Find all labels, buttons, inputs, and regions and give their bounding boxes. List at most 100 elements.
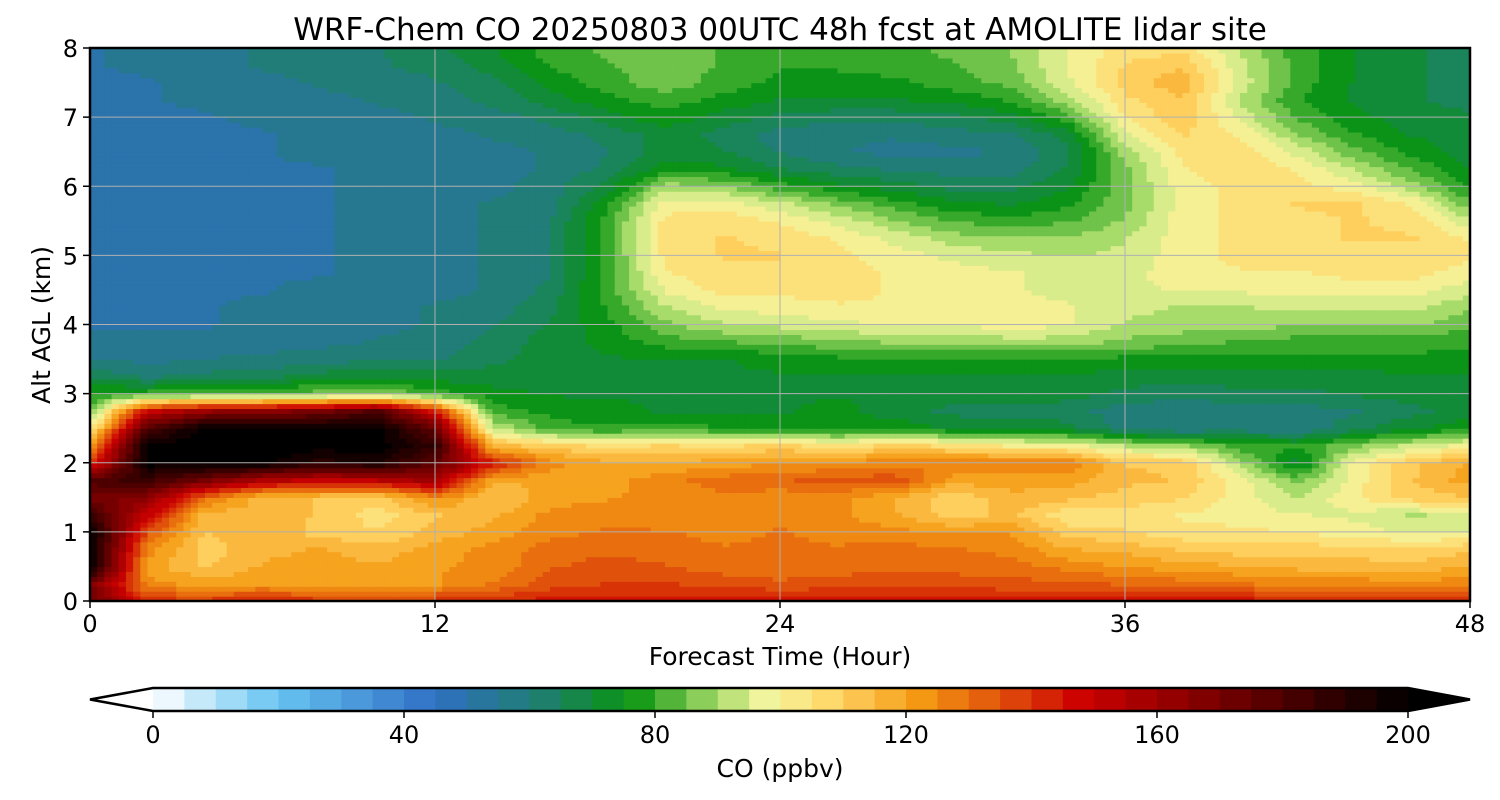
heatmap-cell — [427, 517, 436, 523]
heatmap-cell — [478, 561, 486, 568]
heatmap-cell — [1419, 546, 1428, 553]
heatmap-cell — [542, 526, 551, 533]
heatmap-cell — [988, 556, 997, 563]
heatmap-cell — [1297, 487, 1306, 493]
heatmap-cell — [787, 596, 795, 601]
heatmap-cell — [1297, 576, 1306, 582]
heatmap-cell — [686, 596, 695, 601]
heatmap-cell — [1405, 517, 1414, 523]
heatmap-cell — [478, 507, 486, 513]
heatmap-cell — [1146, 492, 1155, 498]
heatmap-cell — [808, 472, 817, 479]
heatmap-cell — [298, 502, 307, 508]
heatmap-cell — [276, 546, 285, 553]
heatmap-cell — [657, 477, 666, 484]
heatmap-cell — [1074, 531, 1083, 538]
heatmap-cell — [923, 526, 932, 533]
heatmap-cell — [1304, 596, 1313, 601]
heatmap-cell — [1369, 497, 1378, 503]
heatmap-cell — [1132, 522, 1140, 528]
heatmap-cell — [1175, 477, 1184, 484]
heatmap-cell — [1168, 576, 1176, 582]
heatmap-cell — [643, 477, 652, 484]
heatmap-cell — [348, 596, 357, 601]
heatmap-cell — [557, 477, 565, 484]
heatmap-cell — [298, 487, 307, 493]
heatmap-cell — [1268, 541, 1277, 548]
heatmap-cell — [506, 541, 515, 548]
heatmap-cell — [585, 541, 594, 548]
heatmap-cell — [1455, 472, 1464, 479]
heatmap-cell — [1355, 541, 1363, 548]
heatmap-cell — [514, 551, 522, 558]
heatmap-cell — [521, 556, 530, 563]
heatmap-cell — [808, 561, 817, 568]
heatmap-cell — [399, 561, 407, 568]
heatmap-cell — [1240, 571, 1248, 577]
heatmap-cell — [478, 502, 486, 508]
heatmap-cell — [521, 522, 530, 528]
heatmap-cell — [327, 497, 335, 503]
heatmap-cell — [305, 556, 314, 563]
heatmap-cell — [1225, 541, 1234, 548]
heatmap-cell — [1074, 561, 1083, 568]
heatmap-cell — [823, 596, 831, 601]
heatmap-cell — [1362, 526, 1370, 533]
heatmap-cell — [1376, 492, 1385, 498]
heatmap-cell — [729, 536, 738, 543]
heatmap-cell — [161, 517, 170, 523]
heatmap-cell — [291, 502, 300, 508]
heatmap-cell — [564, 482, 573, 489]
heatmap-cell — [341, 596, 350, 601]
heatmap-cell — [1419, 571, 1428, 577]
heatmap-cell — [722, 477, 731, 484]
heatmap-cell — [1067, 526, 1076, 533]
heatmap-cell — [169, 477, 177, 484]
heatmap-cell — [1053, 487, 1061, 493]
heatmap-cell — [1297, 531, 1306, 538]
heatmap-cell — [629, 497, 637, 503]
heatmap-cell — [370, 581, 379, 587]
heatmap-cell — [399, 546, 407, 553]
heatmap-cell — [1060, 507, 1069, 513]
heatmap-cell — [1031, 546, 1040, 553]
heatmap-cell — [492, 541, 501, 548]
heatmap-cell — [564, 492, 573, 498]
heatmap-cell — [1347, 526, 1356, 533]
heatmap-cell — [406, 586, 415, 592]
heatmap-cell — [715, 502, 724, 508]
heatmap-cell — [212, 556, 220, 563]
heatmap-cell — [945, 546, 954, 553]
heatmap-cell — [154, 596, 163, 601]
heatmap-cell — [1225, 586, 1234, 592]
heatmap-cell — [1053, 551, 1061, 558]
heatmap-cell — [1132, 571, 1140, 577]
heatmap-cell — [399, 596, 407, 601]
heatmap-cell — [1326, 477, 1335, 484]
heatmap-cell — [312, 556, 321, 563]
heatmap-cell — [1254, 512, 1263, 518]
heatmap-cell — [600, 561, 609, 568]
heatmap-cell — [1434, 477, 1442, 484]
heatmap-cell — [1434, 596, 1442, 601]
heatmap-cell — [1412, 492, 1421, 498]
heatmap-cell — [1168, 512, 1176, 518]
heatmap-cell — [765, 566, 774, 572]
heatmap-cell — [571, 482, 580, 489]
heatmap-cell — [341, 472, 350, 479]
heatmap-cell — [952, 546, 961, 553]
heatmap-cell — [700, 472, 709, 479]
heatmap-cell — [1412, 591, 1421, 597]
heatmap-cell — [1283, 497, 1291, 503]
heatmap-cell — [485, 566, 494, 572]
heatmap-cell — [535, 531, 544, 538]
heatmap-cell — [435, 477, 443, 484]
heatmap-cell — [679, 517, 688, 523]
heatmap-cell — [722, 561, 731, 568]
heatmap-cell — [1340, 561, 1349, 568]
heatmap-cell — [470, 576, 479, 582]
heatmap-cell — [1261, 492, 1270, 498]
heatmap-cell — [111, 467, 120, 474]
heatmap-cell — [240, 522, 249, 528]
heatmap-cell — [1441, 596, 1450, 601]
